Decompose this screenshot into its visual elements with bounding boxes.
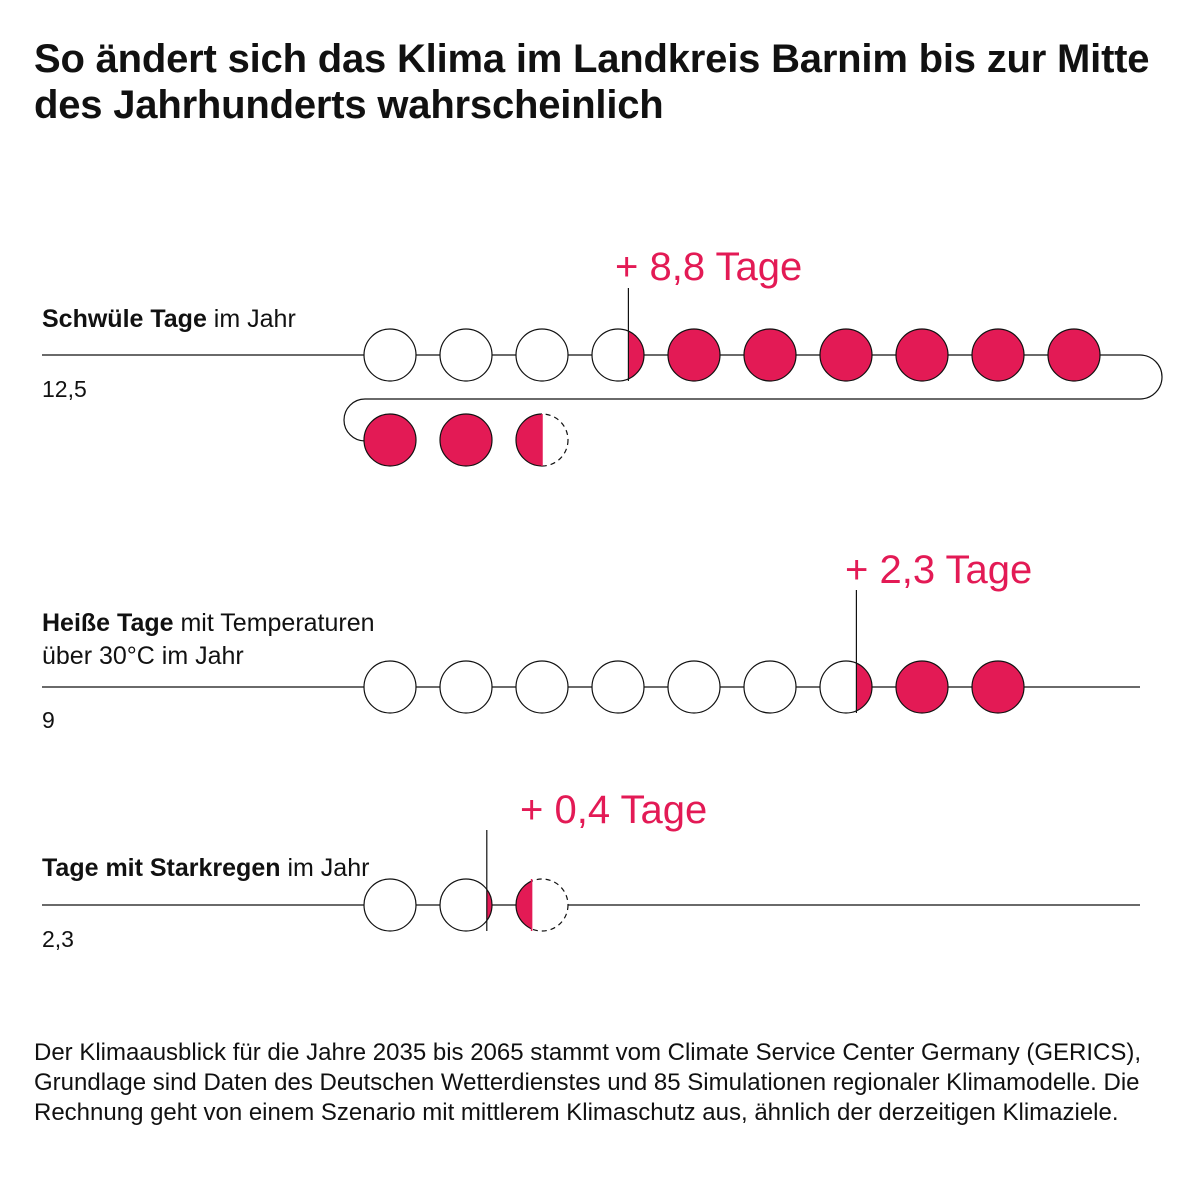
circle-outline bbox=[895, 660, 949, 714]
circle-bg bbox=[516, 661, 568, 713]
day-circle bbox=[439, 413, 493, 467]
day-circle bbox=[363, 328, 417, 382]
circle-outline bbox=[515, 880, 532, 930]
circle-outline bbox=[515, 660, 569, 714]
circle-fill bbox=[972, 661, 1024, 713]
day-circle bbox=[667, 660, 721, 714]
day-circle bbox=[819, 660, 873, 714]
circle-bg bbox=[744, 661, 796, 713]
circle-fill bbox=[896, 329, 948, 381]
circle-fill bbox=[364, 414, 416, 466]
day-circle bbox=[515, 328, 569, 382]
circle-outline bbox=[439, 328, 493, 382]
day-circle bbox=[515, 413, 569, 467]
day-circle bbox=[895, 660, 949, 714]
circle-bg bbox=[592, 661, 644, 713]
day-circle bbox=[667, 328, 721, 382]
day-circle bbox=[591, 328, 645, 382]
connector-line bbox=[42, 354, 1163, 442]
circle-outline bbox=[515, 328, 569, 382]
day-circle bbox=[363, 660, 417, 714]
circle-bg bbox=[364, 879, 416, 931]
day-circle bbox=[971, 328, 1025, 382]
row-label-hot: Heiße Tage mit Temperaturen über 30°C im … bbox=[42, 609, 375, 670]
day-circle bbox=[743, 328, 797, 382]
row-value-rain: 2,3 bbox=[42, 926, 74, 952]
circle-outline bbox=[591, 328, 645, 382]
circle-bg bbox=[364, 661, 416, 713]
circle-fill bbox=[516, 414, 542, 466]
circle-fill bbox=[856, 663, 872, 711]
footnote: Der Klimaausblick für die Jahre 2035 bis… bbox=[34, 1039, 1142, 1126]
circle-outline bbox=[363, 328, 417, 382]
circle-fill bbox=[668, 329, 720, 381]
circle-bg bbox=[516, 329, 568, 381]
row-value-humid: 12,5 bbox=[42, 376, 87, 402]
circle-outline bbox=[895, 328, 949, 382]
circle-outline-dashed bbox=[542, 413, 569, 467]
day-circle bbox=[439, 328, 493, 382]
row-label-rain: Tage mit Starkregen im Jahr bbox=[42, 854, 370, 882]
circle-fill bbox=[1048, 329, 1100, 381]
circle-fill bbox=[896, 661, 948, 713]
circle-bg bbox=[668, 661, 720, 713]
circle-outline bbox=[439, 878, 493, 932]
circle-bg bbox=[440, 879, 492, 931]
day-circle bbox=[363, 413, 417, 467]
circle-outline bbox=[439, 660, 493, 714]
circle-outline bbox=[971, 660, 1025, 714]
row-label-humid: Schwüle Tage im Jahr bbox=[42, 305, 296, 333]
day-circle bbox=[895, 328, 949, 382]
day-circle bbox=[971, 660, 1025, 714]
circle-bg bbox=[440, 329, 492, 381]
day-circle bbox=[1047, 328, 1101, 382]
circle-outline bbox=[743, 660, 797, 714]
circle-outline bbox=[591, 660, 645, 714]
day-circle bbox=[515, 660, 569, 714]
circle-outline bbox=[667, 660, 721, 714]
circle-outline bbox=[1047, 328, 1101, 382]
circle-outline bbox=[515, 413, 542, 467]
day-circle bbox=[439, 660, 493, 714]
circle-bg bbox=[364, 329, 416, 381]
circle-outline-dashed bbox=[531, 878, 569, 932]
circle-outline bbox=[819, 660, 873, 714]
circle-outline bbox=[971, 328, 1025, 382]
increase-label-humid: + 8,8 Tage bbox=[615, 245, 803, 289]
circle-fill bbox=[628, 331, 644, 379]
day-circle bbox=[819, 328, 873, 382]
row-value-hot: 9 bbox=[42, 707, 55, 733]
circle-outline bbox=[363, 413, 417, 467]
increase-label-rain: + 0,4 Tage bbox=[520, 788, 708, 832]
circle-fill bbox=[744, 329, 796, 381]
circle-outline bbox=[439, 413, 493, 467]
circle-outline bbox=[363, 878, 417, 932]
circle-fill bbox=[972, 329, 1024, 381]
day-circle bbox=[743, 660, 797, 714]
circle-bg bbox=[440, 661, 492, 713]
circle-outline bbox=[363, 660, 417, 714]
day-circle bbox=[363, 878, 417, 932]
day-circle bbox=[439, 878, 493, 932]
circle-fill bbox=[820, 329, 872, 381]
day-circle bbox=[515, 878, 569, 932]
circle-outline bbox=[667, 328, 721, 382]
circle-fill bbox=[516, 881, 532, 929]
circle-outline bbox=[819, 328, 873, 382]
circle-fill bbox=[440, 414, 492, 466]
day-circle bbox=[591, 660, 645, 714]
circle-outline bbox=[743, 328, 797, 382]
page-title: So ändert sich das Klima im Landkreis Ba… bbox=[34, 37, 1150, 127]
increase-label-hot: + 2,3 Tage bbox=[845, 548, 1033, 592]
